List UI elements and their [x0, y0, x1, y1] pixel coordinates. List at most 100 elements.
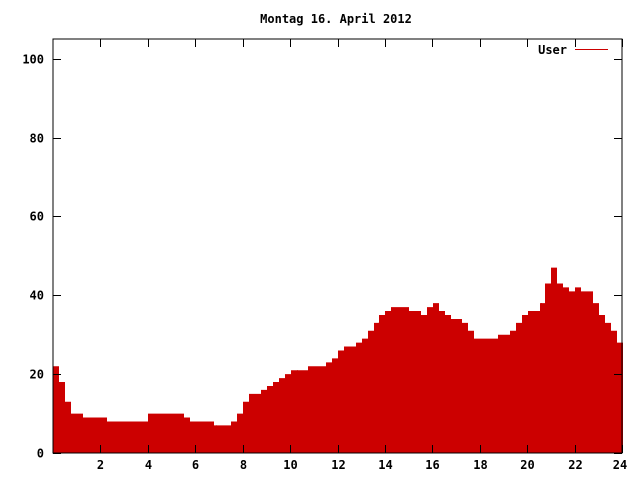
bar — [462, 322, 468, 453]
bar — [249, 393, 255, 453]
bar — [107, 421, 113, 453]
bar — [545, 283, 551, 453]
y-tick-label: 100 — [22, 53, 44, 67]
bar — [551, 267, 557, 453]
bar — [510, 330, 516, 453]
bar — [219, 425, 225, 453]
bar — [409, 311, 415, 453]
bar — [142, 421, 148, 453]
bar — [338, 350, 344, 453]
bar — [445, 315, 451, 453]
bar — [457, 318, 462, 453]
y-tick-label: 40 — [30, 289, 44, 303]
bar — [255, 393, 261, 453]
bar — [391, 307, 397, 453]
bar — [379, 315, 385, 453]
bar — [522, 315, 528, 453]
plot-frame — [52, 38, 623, 454]
bar — [65, 401, 71, 453]
bar — [362, 338, 368, 453]
y-tick-label: 20 — [30, 368, 44, 382]
bar — [261, 389, 267, 453]
bar — [427, 307, 433, 453]
bar — [403, 307, 409, 453]
bar — [504, 334, 510, 453]
x-tick-label: 16 — [425, 458, 439, 472]
bar — [326, 362, 332, 453]
bar — [279, 378, 285, 453]
bar — [243, 401, 249, 453]
bar — [184, 417, 190, 453]
bar — [202, 421, 208, 453]
bar — [83, 417, 89, 453]
bar — [53, 366, 59, 453]
x-tick-label: 24 — [613, 458, 627, 472]
bar — [332, 358, 338, 453]
y-tick-label: 60 — [30, 210, 44, 224]
bar — [611, 330, 617, 453]
x-tick-label: 6 — [192, 458, 199, 472]
bar — [148, 413, 154, 453]
bar — [356, 342, 362, 453]
bar — [374, 322, 379, 453]
bar — [350, 346, 356, 453]
bar — [196, 421, 202, 453]
x-tick-label: 14 — [378, 458, 392, 472]
x-tick-label: 18 — [473, 458, 487, 472]
bar — [451, 318, 457, 453]
bar — [474, 338, 480, 453]
bar — [468, 330, 474, 453]
bar — [172, 413, 178, 453]
y-tick-label: 80 — [30, 132, 44, 146]
legend-label-user: User — [538, 43, 567, 57]
bar — [421, 315, 427, 453]
bar — [599, 315, 605, 453]
bar — [540, 303, 545, 453]
y-axis: 0 20 40 60 80 100 — [22, 53, 622, 461]
bar — [125, 421, 131, 453]
bar — [154, 413, 160, 453]
bar — [320, 366, 326, 453]
bar — [581, 291, 587, 453]
bar — [563, 287, 569, 453]
bar — [291, 370, 297, 453]
bar — [89, 417, 95, 453]
x-tick-label: 22 — [568, 458, 582, 472]
bar — [439, 311, 445, 453]
bar — [231, 421, 237, 453]
bar — [95, 417, 101, 453]
x-tick-label: 4 — [145, 458, 152, 472]
x-tick-label: 8 — [240, 458, 247, 472]
bar — [593, 303, 599, 453]
bar — [131, 421, 136, 453]
bar — [267, 385, 273, 453]
bar — [587, 291, 593, 453]
bar — [569, 291, 575, 453]
bar — [344, 346, 350, 453]
bar — [208, 421, 214, 453]
bar — [214, 425, 219, 453]
x-tick-label: 12 — [331, 458, 345, 472]
bar — [534, 311, 540, 453]
bar — [492, 338, 498, 453]
bar — [314, 366, 320, 453]
bar — [415, 311, 421, 453]
chart-title: Montag 16. April 2012 — [260, 12, 412, 26]
bar — [101, 417, 107, 453]
bar — [486, 338, 492, 453]
bar — [59, 382, 65, 453]
bar — [237, 413, 243, 453]
bar — [273, 382, 279, 453]
bar — [557, 283, 563, 453]
bar — [498, 334, 504, 453]
bar — [297, 370, 302, 453]
x-axis: 2 4 6 8 10 12 14 16 18 20 22 24 — [97, 39, 627, 472]
bar — [113, 421, 119, 453]
bar — [605, 322, 611, 453]
bar — [160, 413, 166, 453]
bar — [397, 307, 403, 453]
bar-series-user — [53, 267, 623, 453]
legend: User — [538, 43, 608, 57]
bar — [302, 370, 308, 453]
